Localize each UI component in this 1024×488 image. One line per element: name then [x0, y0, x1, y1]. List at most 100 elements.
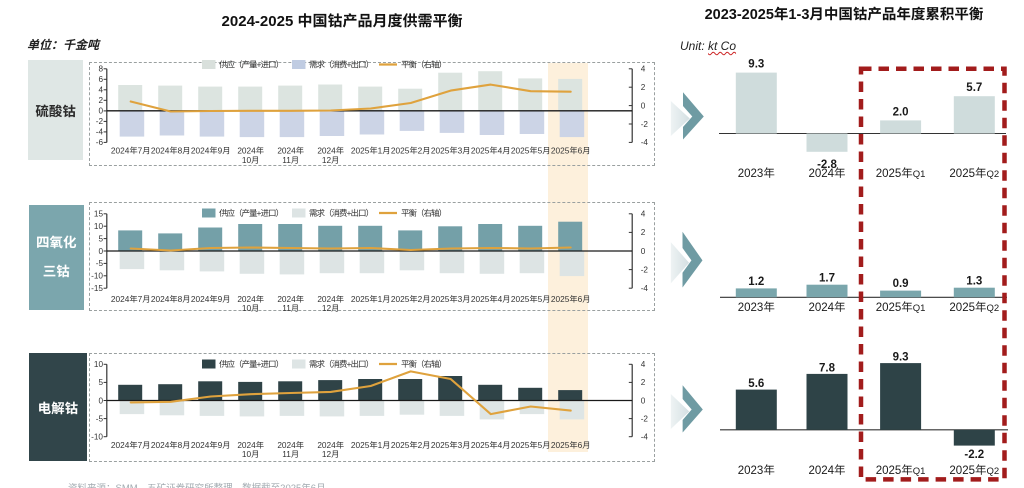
svg-text:2024年: 2024年 — [237, 440, 264, 450]
svg-text:1.7: 1.7 — [819, 272, 835, 284]
svg-text:-2.8: -2.8 — [817, 159, 837, 171]
svg-text:-4: -4 — [96, 128, 104, 137]
svg-text:2025年5月: 2025年5月 — [511, 294, 551, 304]
svg-text:-2: -2 — [641, 265, 649, 274]
svg-text:2025年6月: 2025年6月 — [551, 440, 591, 450]
svg-text:2024年: 2024年 — [317, 146, 344, 156]
svg-text:2.0: 2.0 — [893, 106, 909, 118]
svg-text:2025年Q1: 2025年Q1 — [876, 301, 926, 314]
svg-text:2: 2 — [641, 83, 646, 92]
svg-text:2024年: 2024年 — [237, 146, 264, 156]
svg-text:5.7: 5.7 — [966, 82, 982, 94]
svg-text:2025年4月: 2025年4月 — [471, 294, 511, 304]
svg-text:2023年: 2023年 — [738, 167, 775, 180]
svg-text:11月: 11月 — [282, 449, 299, 459]
svg-text:平衡（右轴）: 平衡（右轴） — [401, 359, 446, 369]
svg-text:-2.2: -2.2 — [964, 449, 984, 461]
svg-text:11月: 11月 — [282, 155, 299, 165]
svg-text:2024年: 2024年 — [317, 294, 344, 304]
svg-text:-15: -15 — [91, 284, 103, 293]
svg-text:-6: -6 — [96, 138, 104, 147]
svg-text:12月: 12月 — [322, 155, 340, 165]
svg-text:2025年4月: 2025年4月 — [471, 440, 511, 450]
svg-text:2024年7月: 2024年7月 — [111, 146, 151, 156]
svg-text:2025年3月: 2025年3月 — [431, 440, 471, 450]
svg-text:4: 4 — [641, 360, 646, 369]
svg-text:9.3: 9.3 — [748, 59, 764, 71]
svg-text:2025年2月: 2025年2月 — [391, 294, 431, 304]
svg-text:2024年: 2024年 — [808, 301, 845, 314]
svg-text:2: 2 — [98, 96, 103, 105]
svg-text:-4: -4 — [641, 138, 649, 147]
svg-text:2025年4月: 2025年4月 — [471, 146, 511, 156]
svg-text:2024年8月: 2024年8月 — [151, 146, 191, 156]
svg-text:2025年6月: 2025年6月 — [551, 146, 591, 156]
svg-text:0.9: 0.9 — [893, 278, 909, 290]
svg-text:0: 0 — [98, 247, 103, 256]
svg-text:2: 2 — [641, 228, 646, 237]
svg-text:2024年7月: 2024年7月 — [111, 294, 151, 304]
svg-text:2025年Q1: 2025年Q1 — [876, 167, 926, 180]
svg-text:1.3: 1.3 — [966, 275, 982, 287]
svg-text:2025年3月: 2025年3月 — [431, 146, 471, 156]
svg-text:-10: -10 — [91, 272, 103, 281]
svg-text:0: 0 — [98, 396, 103, 405]
svg-text:2025年2月: 2025年2月 — [391, 146, 431, 156]
svg-text:2024年9月: 2024年9月 — [191, 440, 231, 450]
svg-text:2024年: 2024年 — [277, 294, 304, 304]
svg-text:0: 0 — [641, 247, 646, 256]
svg-text:2024年: 2024年 — [277, 440, 304, 450]
svg-text:4: 4 — [641, 65, 646, 74]
svg-text:4: 4 — [98, 86, 103, 95]
svg-text:-2: -2 — [96, 117, 104, 126]
svg-text:2025年5月: 2025年5月 — [511, 440, 551, 450]
svg-text:供应（产量+进口）: 供应（产量+进口） — [219, 60, 283, 70]
svg-text:2024年7月: 2024年7月 — [111, 440, 151, 450]
svg-text:2024年: 2024年 — [317, 440, 344, 450]
svg-text:2025年Q2: 2025年Q2 — [949, 301, 999, 314]
svg-text:4: 4 — [641, 210, 646, 219]
svg-text:0: 0 — [98, 107, 103, 116]
svg-text:5.6: 5.6 — [748, 378, 764, 390]
svg-text:6: 6 — [98, 75, 103, 84]
svg-text:2025年1月: 2025年1月 — [351, 440, 391, 450]
svg-text:2025年1月: 2025年1月 — [351, 294, 391, 304]
svg-text:-4: -4 — [641, 433, 649, 442]
svg-text:平衡（右轴）: 平衡（右轴） — [401, 208, 446, 218]
svg-text:2024年: 2024年 — [277, 146, 304, 156]
svg-text:0: 0 — [641, 396, 646, 405]
svg-text:2025年Q2: 2025年Q2 — [949, 464, 999, 477]
svg-text:需求（消费+出口）: 需求（消费+出口） — [309, 60, 373, 70]
svg-text:5: 5 — [98, 378, 103, 387]
svg-text:-4: -4 — [641, 284, 649, 293]
svg-text:10: 10 — [94, 360, 104, 369]
svg-text:2025年2月: 2025年2月 — [391, 440, 431, 450]
svg-text:5: 5 — [98, 234, 103, 243]
svg-text:2025年3月: 2025年3月 — [431, 294, 471, 304]
svg-text:2: 2 — [641, 378, 646, 387]
svg-text:供应（产量+进口）: 供应（产量+进口） — [219, 208, 283, 218]
svg-text:需求（消费+出口）: 需求（消费+出口） — [309, 208, 373, 218]
svg-text:2023年: 2023年 — [738, 464, 775, 477]
svg-text:供应（产量+进口）: 供应（产量+进口） — [219, 359, 283, 369]
svg-text:2025年Q1: 2025年Q1 — [876, 464, 926, 477]
svg-text:2024年: 2024年 — [808, 167, 845, 180]
svg-text:8: 8 — [98, 65, 103, 74]
svg-text:2024年8月: 2024年8月 — [151, 440, 191, 450]
svg-text:-2: -2 — [641, 414, 649, 423]
svg-text:10月: 10月 — [242, 155, 260, 165]
svg-text:需求（消费+出口）: 需求（消费+出口） — [309, 359, 373, 369]
svg-text:2024年: 2024年 — [808, 464, 845, 477]
svg-text:2025年1月: 2025年1月 — [351, 146, 391, 156]
svg-text:2024年8月: 2024年8月 — [151, 294, 191, 304]
svg-text:12月: 12月 — [322, 303, 340, 313]
svg-text:0: 0 — [641, 101, 646, 110]
svg-text:15: 15 — [94, 210, 104, 219]
svg-text:1.2: 1.2 — [748, 276, 764, 288]
svg-text:11月: 11月 — [282, 303, 299, 313]
svg-text:2024年9月: 2024年9月 — [191, 146, 231, 156]
svg-text:2025年6月: 2025年6月 — [551, 294, 591, 304]
svg-text:2024年: 2024年 — [237, 294, 264, 304]
svg-text:2025年5月: 2025年5月 — [511, 146, 551, 156]
svg-text:2023年: 2023年 — [738, 301, 775, 314]
